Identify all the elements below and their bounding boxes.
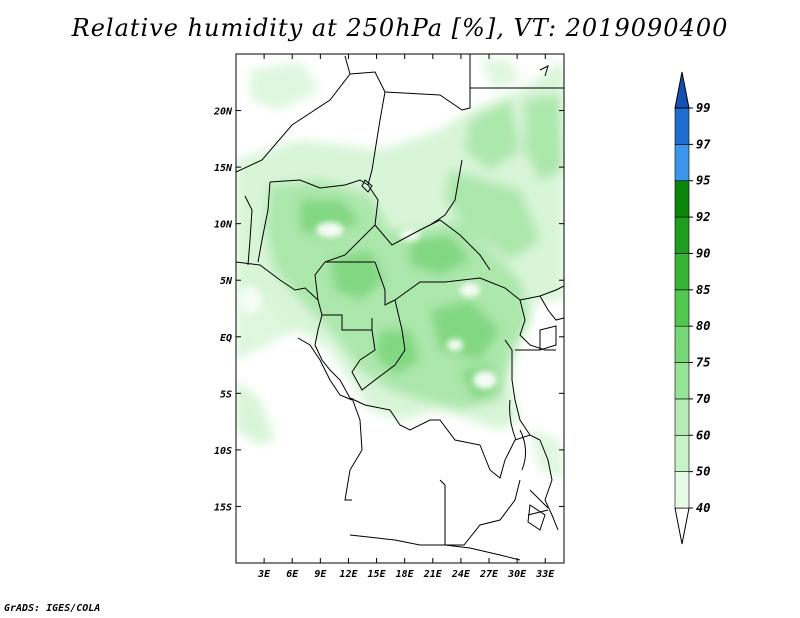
lon-tick-label: 33E bbox=[535, 569, 555, 580]
colorbar-label: 75 bbox=[696, 356, 710, 370]
humidity-field bbox=[236, 60, 564, 480]
lat-tick-label: 10S bbox=[214, 446, 232, 457]
colorbar-label: 60 bbox=[696, 428, 710, 442]
colorbar-label: 92 bbox=[696, 210, 710, 224]
lon-tick-label: 21E bbox=[423, 569, 443, 580]
lat-tick-label: EQ bbox=[220, 333, 232, 344]
colorbar-bottom-arrow bbox=[674, 507, 690, 545]
colorbar-segment bbox=[674, 180, 690, 218]
colorbar-label: 85 bbox=[696, 283, 710, 297]
colorbar-label: 40 bbox=[696, 501, 710, 515]
lat-tick-label: 5N bbox=[220, 276, 233, 287]
colorbar-label: 90 bbox=[696, 246, 710, 260]
longitude-axis: 3E 6E 9E 12E 15E 18E 21E 24E 27E 30E 33E bbox=[257, 54, 555, 580]
map-frame bbox=[235, 53, 565, 564]
colorbar-segment bbox=[674, 216, 690, 254]
colorbar: 40 50 60 70 75 80 85 90 92 95 97 99 bbox=[674, 71, 711, 545]
lat-tick-label: 20N bbox=[213, 107, 233, 118]
lon-tick-label: 27E bbox=[479, 569, 499, 580]
colorbar-segment bbox=[674, 107, 690, 145]
colorbar-segment bbox=[674, 398, 690, 436]
lon-tick-label: 9E bbox=[314, 569, 327, 580]
lat-tick-label: 5S bbox=[220, 389, 232, 400]
lon-tick-label: 18E bbox=[396, 569, 415, 580]
colorbar-label: 50 bbox=[696, 465, 710, 479]
lat-tick-label: 15N bbox=[214, 163, 233, 174]
colorbar-top-arrow bbox=[674, 71, 690, 109]
credit-text: GrADS: IGES/COLA bbox=[4, 603, 101, 614]
latitude-axis: 20N 15N 10N 5N EQ 5S 10S 15S bbox=[213, 107, 564, 513]
lat-tick-label: 10N bbox=[214, 220, 233, 231]
lon-tick-label: 15E bbox=[368, 569, 387, 580]
colorbar-segment bbox=[674, 362, 690, 400]
colorbar-segment bbox=[674, 144, 690, 182]
lon-tick-label: 12E bbox=[339, 569, 358, 580]
lon-tick-label: 30E bbox=[507, 569, 527, 580]
lon-tick-label: 24E bbox=[451, 569, 471, 580]
colorbar-label: 99 bbox=[696, 101, 710, 115]
lat-tick-label: 15S bbox=[214, 502, 232, 513]
colorbar-label: 97 bbox=[696, 137, 711, 151]
lon-tick-label: 3E bbox=[257, 569, 271, 580]
map-title: Relative humidity at 250hPa [%], VT: 201… bbox=[71, 14, 729, 42]
colorbar-label: 80 bbox=[696, 319, 710, 333]
colorbar-segment bbox=[674, 325, 690, 363]
lon-tick-label: 6E bbox=[286, 569, 299, 580]
colorbar-segment bbox=[674, 253, 690, 291]
colorbar-label: 95 bbox=[696, 174, 710, 188]
colorbar-segment bbox=[674, 471, 690, 509]
colorbar-segment bbox=[674, 289, 690, 327]
colorbar-label: 70 bbox=[696, 392, 710, 406]
colorbar-segment bbox=[674, 434, 690, 472]
country-borders bbox=[236, 54, 564, 561]
